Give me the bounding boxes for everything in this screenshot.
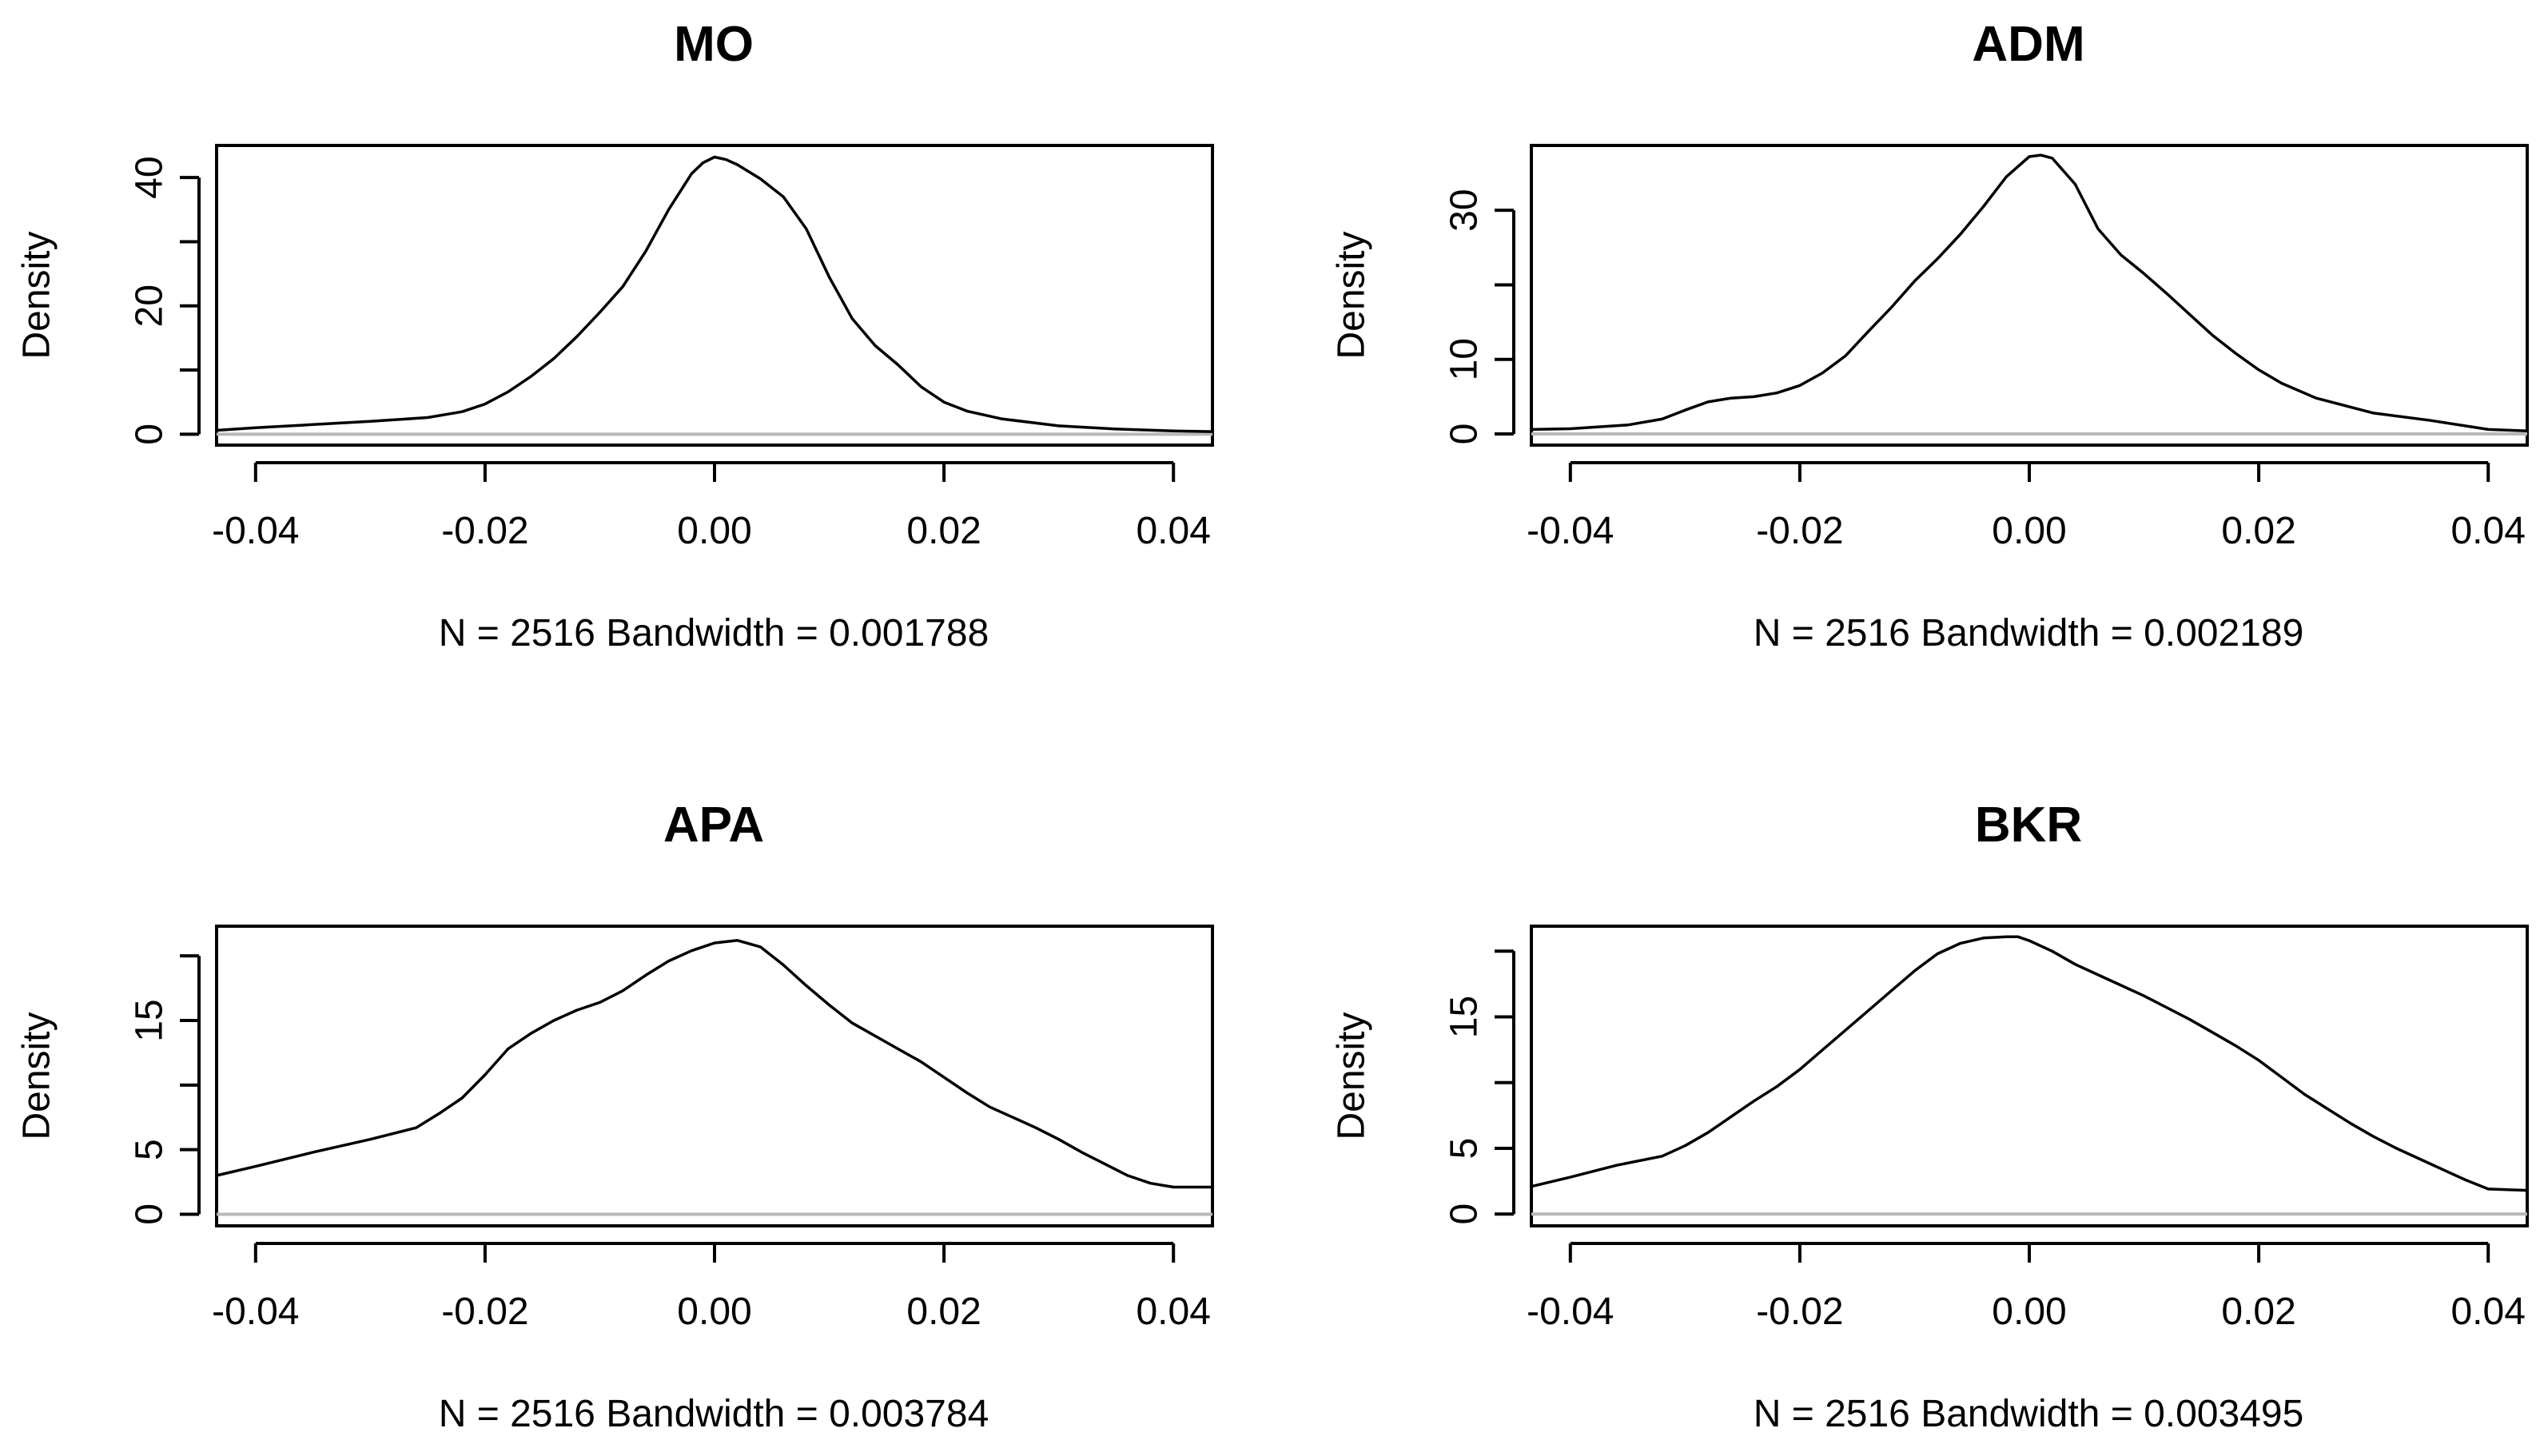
- y-tick-label: 10: [1443, 338, 1486, 380]
- y-axis-label: Density: [1331, 1012, 1373, 1140]
- plot-frame: [215, 144, 1214, 447]
- x-axis-label: N = 2516 Bandwidth = 0.003495: [1754, 1393, 2304, 1435]
- density-line: [215, 939, 1214, 1189]
- density-plot-bkr: BKR -0.04 -0.02 0.00 0.02 0.04 0 5 15 N = 2516 Ba…: [1331, 798, 2529, 1435]
- x-tick-label: -0.04: [212, 510, 299, 552]
- x-axis-label: N = 2516 Bandwidth = 0.001788: [439, 612, 989, 654]
- x-tick-label: -0.02: [441, 510, 528, 552]
- x-tick-label: -0.04: [1527, 1291, 1614, 1333]
- y-tick-label: 0: [129, 1203, 171, 1225]
- x-tick-label: -0.04: [1527, 510, 1614, 552]
- x-axis: -0.04 -0.02 0.00 0.02 0.04: [1527, 461, 2526, 552]
- y-tick-label: 15: [129, 999, 171, 1041]
- y-tick-label: 40: [129, 156, 171, 198]
- plot-title: ADM: [1972, 17, 2084, 72]
- density-line: [1530, 153, 2529, 433]
- x-axis-label: N = 2516 Bandwidth = 0.002189: [1754, 612, 2304, 654]
- x-tick-label: 0.00: [677, 510, 751, 552]
- density-plot-apa: APA -0.04 -0.02 0.00 0.02 0.04 0 5 15 N = 2516 Ba…: [16, 798, 1214, 1435]
- x-tick-label: 0.00: [1992, 510, 2066, 552]
- y-tick-label: 0: [1443, 1203, 1486, 1225]
- density-line: [1530, 935, 2529, 1192]
- x-tick-label: 0.00: [677, 1291, 751, 1333]
- x-tick-label: -0.02: [1756, 1291, 1843, 1333]
- y-axis-label: Density: [16, 231, 58, 359]
- plot-frame: [1530, 925, 2529, 1227]
- x-tick-label: -0.02: [1756, 510, 1843, 552]
- y-tick-label: 0: [129, 424, 171, 445]
- y-tick-label: 15: [1443, 996, 1486, 1038]
- density-plot-adm: ADM -0.04 -0.02 0.00 0.02 0.04 0 10 30 N = 2516 B…: [1331, 17, 2529, 654]
- x-tick-label: 0.02: [2221, 510, 2295, 552]
- density-line: [215, 155, 1214, 433]
- y-tick-label: 30: [1443, 189, 1486, 231]
- x-tick-label: -0.04: [212, 1291, 299, 1333]
- x-tick-label: 0.00: [1992, 1291, 2066, 1333]
- x-tick-label: -0.02: [441, 1291, 528, 1333]
- x-tick-label: 0.04: [2450, 510, 2525, 552]
- y-axis: 0 5 15: [129, 954, 201, 1225]
- y-axis: 0 20 40: [129, 156, 201, 445]
- y-tick-label: 0: [1443, 424, 1486, 445]
- y-axis-label: Density: [16, 1012, 58, 1140]
- x-axis: -0.04 -0.02 0.00 0.02 0.04: [212, 1242, 1211, 1333]
- y-axis-label: Density: [1331, 231, 1373, 359]
- x-axis: -0.04 -0.02 0.00 0.02 0.04: [212, 461, 1211, 552]
- plot-title: APA: [663, 798, 764, 853]
- x-tick-label: 0.02: [2221, 1291, 2295, 1333]
- y-tick-label: 20: [129, 284, 171, 327]
- x-tick-label: 0.04: [1136, 510, 1210, 552]
- y-tick-label: 5: [129, 1139, 171, 1160]
- density-plot-mo: MO -0.04 -0.02 0.00 0.02 0.04 0 20 40 N = 2516 Ba…: [16, 17, 1214, 654]
- y-axis: 0 10 30: [1443, 189, 1515, 444]
- plot-title: BKR: [1975, 798, 2082, 853]
- x-tick-label: 0.02: [906, 510, 981, 552]
- x-axis: -0.04 -0.02 0.00 0.02 0.04: [1527, 1242, 2526, 1333]
- x-tick-label: 0.04: [1136, 1291, 1210, 1333]
- plot-title: MO: [674, 17, 754, 72]
- x-tick-label: 0.04: [2450, 1291, 2525, 1333]
- plot-frame: [1530, 144, 2529, 447]
- plot-frame: [215, 925, 1214, 1227]
- y-axis: 0 5 15: [1443, 949, 1515, 1225]
- x-axis-label: N = 2516 Bandwidth = 0.003784: [439, 1393, 989, 1435]
- x-tick-label: 0.02: [906, 1291, 981, 1333]
- y-tick-label: 5: [1443, 1138, 1486, 1160]
